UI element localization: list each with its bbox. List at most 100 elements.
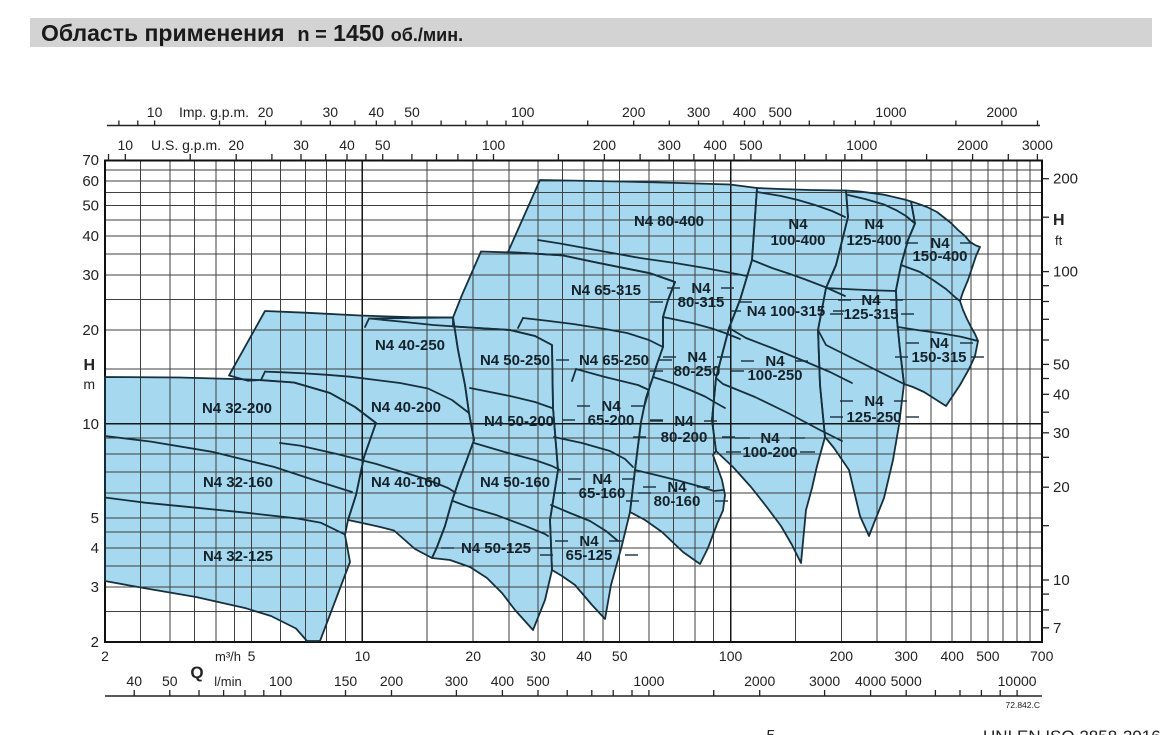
- svg-text:N4: N4: [667, 479, 687, 496]
- svg-text:2: 2: [91, 634, 99, 651]
- svg-text:2000: 2000: [744, 673, 775, 689]
- svg-text:30: 30: [82, 267, 99, 284]
- svg-text:1000: 1000: [633, 673, 664, 689]
- svg-text:N4 50-160: N4 50-160: [480, 474, 550, 491]
- svg-text:40: 40: [1053, 386, 1070, 403]
- svg-text:N4: N4: [930, 235, 950, 252]
- svg-text:72.842.C: 72.842.C: [1006, 700, 1041, 710]
- svg-text:m³/h: m³/h: [215, 649, 241, 664]
- svg-text:100: 100: [511, 104, 535, 120]
- svg-text:1000: 1000: [846, 137, 877, 153]
- svg-text:4: 4: [91, 540, 99, 557]
- svg-text:20: 20: [1053, 479, 1070, 496]
- svg-text:5: 5: [248, 648, 256, 664]
- svg-text:65-125: 65-125: [566, 547, 613, 564]
- svg-text:N4 40-250: N4 40-250: [375, 337, 445, 354]
- svg-text:N4 32-160: N4 32-160: [203, 474, 273, 491]
- svg-text:100-200: 100-200: [742, 444, 797, 461]
- svg-text:5000: 5000: [891, 673, 922, 689]
- svg-text:80-200: 80-200: [661, 429, 708, 446]
- svg-text:10000: 10000: [998, 673, 1037, 689]
- svg-text:N4: N4: [861, 292, 881, 309]
- svg-text:30: 30: [1053, 425, 1070, 442]
- svg-text:80-250: 80-250: [674, 363, 721, 380]
- svg-text:N4: N4: [929, 335, 949, 352]
- svg-text:N4 100-315: N4 100-315: [747, 303, 825, 320]
- svg-text:2000: 2000: [957, 137, 988, 153]
- svg-text:200: 200: [622, 104, 646, 120]
- svg-text:N4 50-200: N4 50-200: [484, 413, 554, 430]
- svg-text:125-315: 125-315: [843, 306, 898, 323]
- svg-text:N4: N4: [864, 216, 884, 233]
- svg-text:80-160: 80-160: [654, 493, 701, 510]
- svg-text:50: 50: [1053, 356, 1070, 373]
- svg-text:20: 20: [228, 137, 244, 153]
- svg-text:40: 40: [339, 137, 355, 153]
- svg-text:N4 65-315: N4 65-315: [571, 282, 641, 299]
- svg-text:125-400: 125-400: [846, 232, 901, 249]
- svg-text:20: 20: [465, 648, 481, 664]
- svg-text:Q: Q: [190, 663, 203, 682]
- svg-text:200: 200: [1053, 171, 1078, 188]
- svg-text:200: 200: [830, 648, 854, 664]
- svg-text:U.S. g.p.m.: U.S. g.p.m.: [151, 137, 221, 153]
- svg-text:40: 40: [126, 673, 142, 689]
- svg-text:N4: N4: [592, 471, 612, 488]
- svg-text:1000: 1000: [875, 104, 906, 120]
- svg-text:150: 150: [334, 673, 358, 689]
- svg-text:N4 32-200: N4 32-200: [202, 400, 272, 417]
- svg-text:7: 7: [1053, 620, 1061, 637]
- svg-text:N4: N4: [691, 280, 711, 297]
- svg-text:30: 30: [323, 104, 339, 120]
- svg-text:N4: N4: [579, 533, 599, 550]
- svg-text:80-315: 80-315: [678, 294, 725, 311]
- svg-text:10: 10: [118, 137, 134, 153]
- svg-text:20: 20: [82, 322, 99, 339]
- svg-text:100: 100: [482, 137, 506, 153]
- svg-text:150-315: 150-315: [911, 349, 966, 366]
- svg-text:400: 400: [733, 104, 757, 120]
- svg-text:N4: N4: [765, 353, 785, 370]
- svg-text:30: 30: [530, 648, 546, 664]
- svg-text:N4 80-400: N4 80-400: [634, 213, 704, 230]
- svg-text:125-250: 125-250: [846, 409, 901, 426]
- svg-text:700: 700: [1030, 648, 1054, 664]
- svg-text:H: H: [83, 357, 95, 374]
- svg-text:N4: N4: [601, 398, 621, 415]
- svg-text:500: 500: [526, 673, 550, 689]
- svg-text:l/min: l/min: [214, 674, 241, 689]
- svg-text:3: 3: [91, 579, 99, 596]
- svg-text:4000: 4000: [855, 673, 886, 689]
- svg-text:50: 50: [162, 673, 178, 689]
- svg-text:N4: N4: [687, 349, 707, 366]
- svg-text:100: 100: [1053, 264, 1078, 281]
- svg-text:N4 65-250: N4 65-250: [579, 352, 649, 369]
- svg-text:N4: N4: [760, 430, 780, 447]
- svg-text:150-400: 150-400: [912, 248, 967, 265]
- svg-text:100-400: 100-400: [770, 232, 825, 249]
- svg-text:50: 50: [404, 104, 420, 120]
- svg-text:300: 300: [687, 104, 711, 120]
- svg-text:100: 100: [719, 648, 743, 664]
- svg-text:10: 10: [82, 416, 99, 433]
- svg-text:100: 100: [269, 673, 293, 689]
- svg-text:10: 10: [1053, 572, 1070, 589]
- svg-text:N4: N4: [674, 413, 694, 430]
- svg-text:3000: 3000: [1022, 137, 1053, 153]
- svg-text:N4: N4: [788, 216, 808, 233]
- svg-text:50: 50: [612, 648, 628, 664]
- svg-text:65-160: 65-160: [579, 485, 626, 502]
- svg-text:N4 50-250: N4 50-250: [480, 352, 550, 369]
- svg-text:20: 20: [258, 104, 274, 120]
- svg-text:400: 400: [491, 673, 515, 689]
- svg-text:300: 300: [445, 673, 469, 689]
- svg-text:5: 5: [767, 728, 776, 735]
- svg-text:300: 300: [658, 137, 682, 153]
- svg-text:70: 70: [82, 152, 99, 169]
- svg-text:5: 5: [91, 510, 99, 527]
- svg-text:N4 40-200: N4 40-200: [371, 399, 441, 416]
- svg-text:400: 400: [704, 137, 728, 153]
- svg-text:40: 40: [576, 648, 592, 664]
- svg-text:65-200: 65-200: [588, 412, 635, 429]
- svg-text:ft: ft: [1055, 233, 1063, 248]
